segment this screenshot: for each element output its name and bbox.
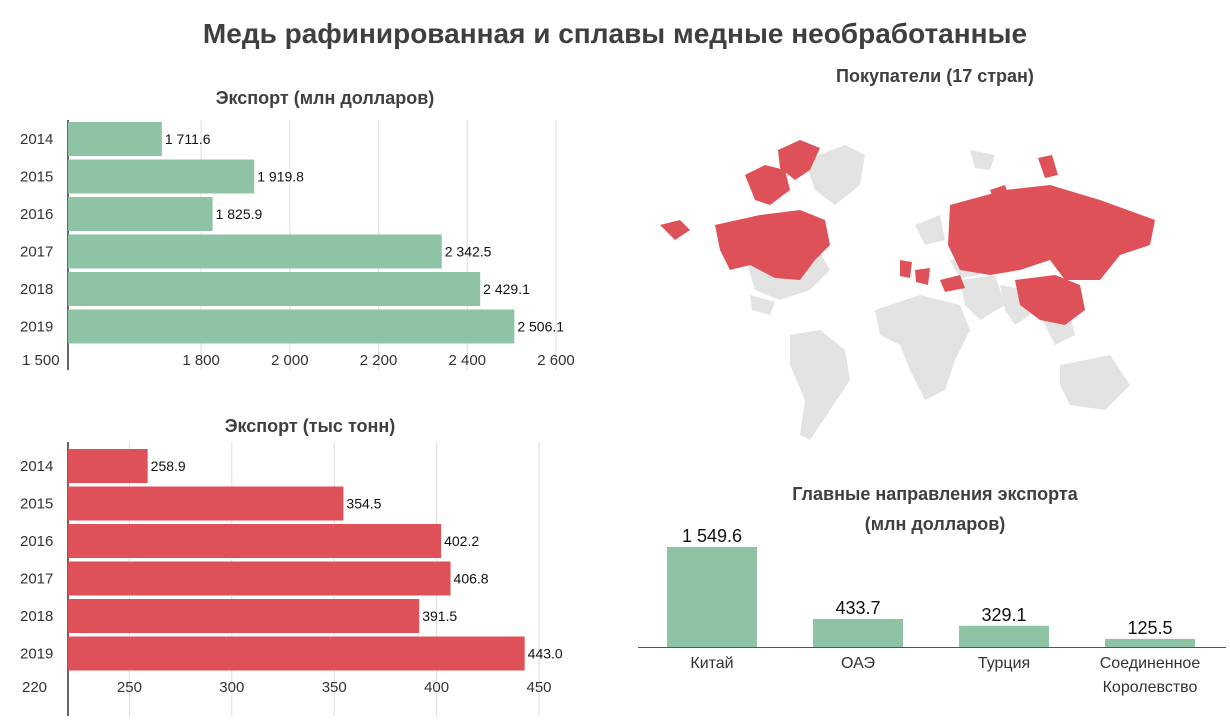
map-subtitle: Покупатели (17 стран) (836, 66, 1034, 86)
data-label: 1 919.8 (257, 169, 304, 185)
destinations-subtitle-line2: (млн долларов) (864, 514, 1006, 534)
y-tick-label: 2014 (20, 458, 53, 475)
bar (68, 636, 525, 671)
data-label: 443.0 (528, 646, 563, 662)
x-tick-label: 2 600 (537, 352, 575, 369)
data-label: 1 711.6 (165, 131, 211, 147)
y-tick-label: 2014 (20, 131, 53, 148)
x-tick-label: 350 (322, 679, 347, 696)
x-tick-label: 1 500 (22, 352, 60, 369)
x-tick-label: 250 (117, 679, 142, 696)
bar (68, 309, 515, 344)
x-tick-label: Соединенное (1100, 655, 1201, 672)
y-tick-label: 2018 (20, 608, 53, 625)
data-label: 329.1 (981, 605, 1026, 625)
x-tick-label: 2 200 (360, 352, 398, 369)
x-tick-label: ОАЭ (841, 655, 875, 672)
bar (68, 197, 213, 231)
bar (68, 122, 162, 156)
bar (959, 625, 1049, 647)
bar (1105, 638, 1195, 647)
x-tick-label: 220 (22, 679, 47, 696)
y-tick-label: 2015 (20, 496, 53, 513)
data-label: 1 549.6 (682, 526, 742, 546)
x-tick-label: Турция (978, 655, 1030, 672)
bar (813, 619, 903, 647)
y-tick-label: 2017 (20, 244, 53, 261)
bar (68, 486, 344, 521)
bar (667, 547, 757, 647)
data-label: 2 429.1 (483, 281, 530, 297)
data-label: 125.5 (1127, 618, 1172, 638)
y-tick-label: 2016 (20, 206, 53, 223)
y-tick-label: 2019 (20, 646, 53, 663)
x-tick-label: 2 400 (448, 352, 486, 369)
export-value-subtitle: Экспорт (млн долларов) (215, 88, 435, 108)
export-volume-chart: 220 250 300 350 400 450 2014 258.9 2015 354.5 2016… (20, 442, 563, 716)
y-tick-label: 2018 (20, 281, 53, 298)
data-label: 1 825.9 (216, 206, 263, 222)
y-tick-label: 2019 (20, 319, 53, 336)
bar (68, 524, 442, 558)
data-label: 2 342.5 (445, 244, 492, 260)
data-label: 433.7 (835, 598, 880, 618)
x-tick-label: 2 000 (271, 352, 309, 369)
world-map (660, 140, 1155, 440)
x-tick-label: Королевство (1103, 679, 1198, 696)
map-buyer-countries (660, 140, 1155, 325)
bar (68, 159, 255, 194)
export-value-chart: 1 500 1 800 2 000 2 200 2 400 2 600 2014 1 711.… (20, 120, 575, 370)
bar (68, 449, 148, 483)
x-tick-label: 450 (526, 679, 551, 696)
x-tick-label: 300 (219, 679, 244, 696)
x-tick-label: 1 800 (182, 352, 220, 369)
y-tick-label: 2015 (20, 169, 53, 186)
bar (68, 234, 442, 269)
data-label: 391.5 (422, 608, 457, 624)
data-label: 258.9 (151, 458, 186, 474)
y-tick-label: 2016 (20, 533, 53, 550)
export-volume-subtitle: Экспорт (тыс тонн) (224, 416, 396, 436)
x-tick-label: 400 (424, 679, 449, 696)
data-label: 406.8 (454, 571, 489, 587)
bar (68, 599, 420, 633)
data-label: 354.5 (346, 496, 381, 512)
bar (68, 561, 451, 596)
data-label: 2 506.1 (517, 319, 564, 335)
destinations-chart: 1 549.6 Китай 433.7 ОАЭ 329.1 Турция 125.5 Соед… (638, 526, 1226, 696)
x-tick-label: Китай (690, 655, 733, 672)
data-label: 402.2 (444, 533, 479, 549)
page-title: Медь рафинированная и сплавы медные необ… (202, 18, 1028, 49)
destinations-subtitle-line1: Главные направления экспорта (792, 484, 1078, 504)
bar (68, 272, 481, 306)
y-tick-label: 2017 (20, 571, 53, 588)
